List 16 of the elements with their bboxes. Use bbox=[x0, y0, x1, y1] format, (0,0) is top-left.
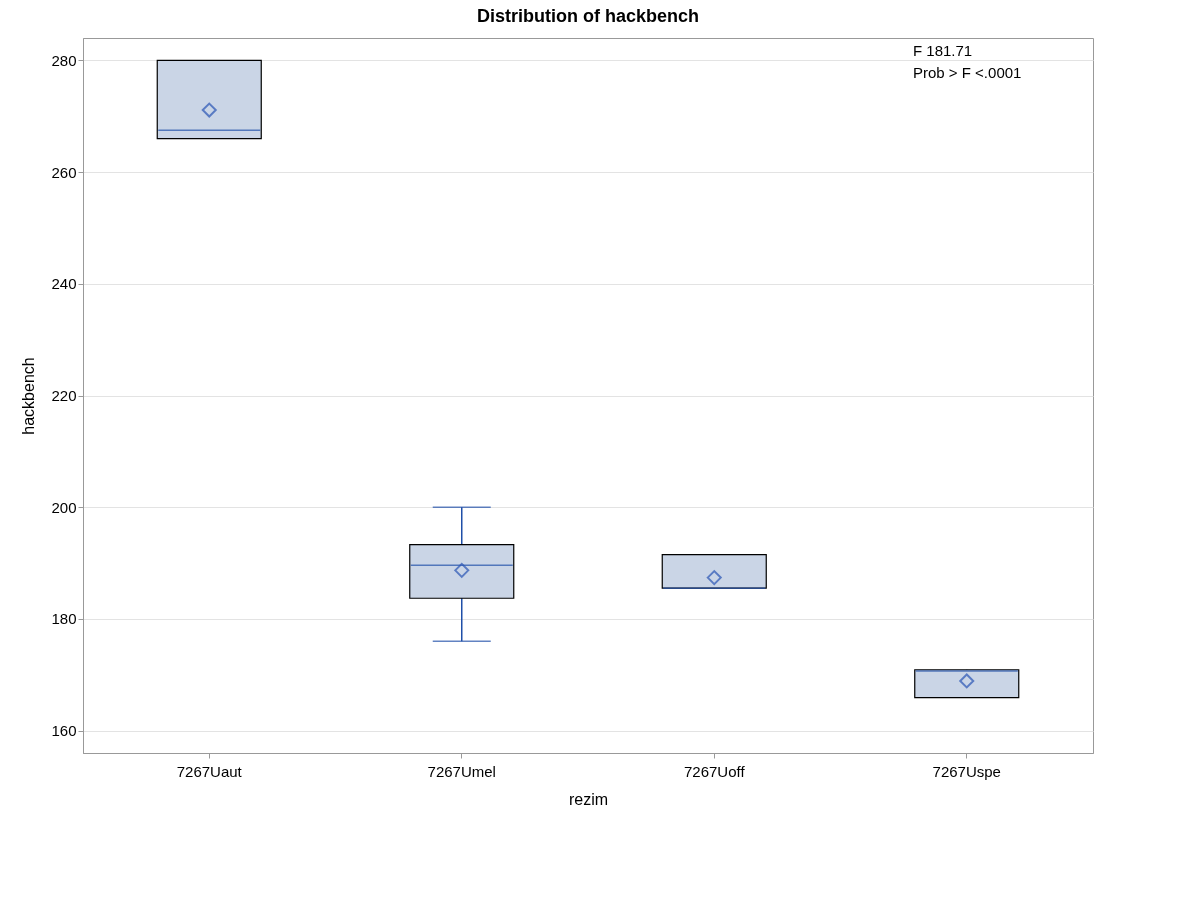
x-tick-label: 7267Uaut bbox=[176, 762, 243, 780]
y-tick-label: 280 bbox=[51, 51, 77, 69]
y-tick-label: 220 bbox=[51, 387, 77, 404]
y-tick-label: 260 bbox=[51, 163, 77, 181]
x-tick-label: 7267Umel bbox=[427, 762, 496, 780]
y-tick-label: 180 bbox=[51, 610, 77, 628]
x-tick-label: 7267Uoff bbox=[683, 762, 746, 780]
y-tick-label: 240 bbox=[51, 275, 77, 293]
y-tick-label: 200 bbox=[51, 498, 77, 516]
x-tick-label: 7267Uspe bbox=[932, 762, 1001, 780]
chart-title: Distribution of hackbench bbox=[476, 6, 700, 26]
y-tick-label: 160 bbox=[51, 722, 77, 740]
y-axis-title: hackbench bbox=[20, 357, 38, 435]
annotation: Prob > F <.0001 bbox=[913, 64, 1022, 82]
x-axis-title: rezim bbox=[568, 790, 609, 808]
annotation: F 181.71 bbox=[913, 42, 973, 60]
